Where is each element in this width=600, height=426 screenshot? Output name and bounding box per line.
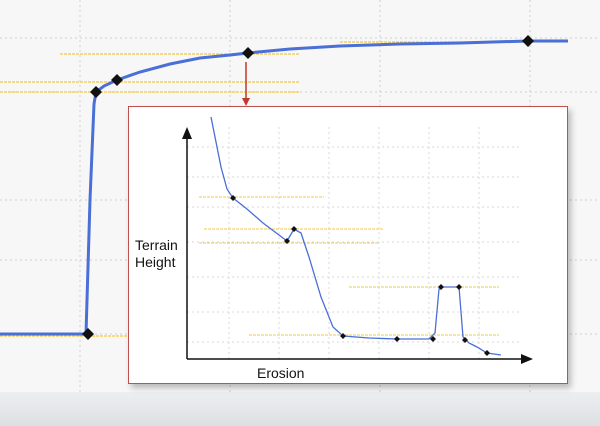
inset-curve-line <box>210 116 502 356</box>
x-axis-arrow <box>521 354 533 364</box>
main-curve-point <box>90 86 102 98</box>
inset-curve-points <box>230 195 490 356</box>
inset-curve-point <box>394 336 400 342</box>
inset-curve-point <box>462 337 468 343</box>
x-axis-label: Erosion <box>257 365 305 381</box>
main-curve-point <box>82 328 94 340</box>
bottom-band <box>0 392 600 426</box>
main-curve-point <box>522 35 534 47</box>
main-curve-point <box>242 47 254 59</box>
inset-curve-point <box>456 284 462 290</box>
main-curve-point <box>111 74 123 86</box>
y-axis-arrow <box>182 127 192 139</box>
inset-chart-canvas <box>182 116 533 364</box>
main-curve-line <box>0 39 568 336</box>
inset-curve-point <box>484 350 490 356</box>
connector-arrow-head <box>242 98 250 106</box>
inset-curve-point <box>430 336 436 342</box>
y-axis-label: Terrain Height <box>135 237 178 270</box>
main-curve-points <box>82 35 534 340</box>
inset-curve-point <box>340 333 346 339</box>
inset-curve-point <box>284 238 290 244</box>
inset-curve-point <box>438 284 444 290</box>
inset-curve-point <box>230 195 236 201</box>
inset-guides <box>199 196 499 336</box>
inset-chart-panel: Terrain Height Erosion <box>128 106 568 384</box>
inset-curve-point <box>291 226 297 232</box>
